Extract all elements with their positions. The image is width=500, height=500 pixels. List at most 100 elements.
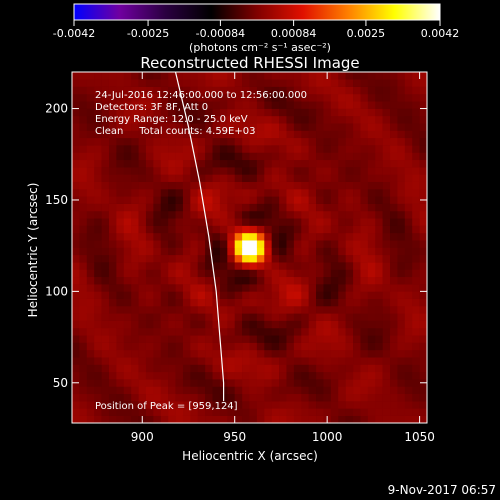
heatmap-cell xyxy=(182,276,191,285)
heatmap-cell xyxy=(390,225,398,234)
heatmap-cell xyxy=(360,137,369,146)
heatmap-cell xyxy=(308,335,317,343)
heatmap-cell xyxy=(338,101,346,109)
heatmap-cell xyxy=(175,101,184,109)
heatmap-cell xyxy=(397,123,406,131)
heatmap-cell xyxy=(419,145,427,153)
heatmap-cell xyxy=(338,196,346,204)
heatmap-cell xyxy=(219,210,228,219)
heatmap-cell xyxy=(308,203,317,212)
heatmap-cell xyxy=(212,393,221,402)
heatmap-cell xyxy=(360,379,369,387)
heatmap-cell xyxy=(131,320,139,329)
heatmap-cell xyxy=(330,284,339,292)
heatmap-cell xyxy=(279,93,287,102)
heatmap-cell xyxy=(168,306,176,314)
heatmap-cell xyxy=(308,86,317,95)
heatmap-cell xyxy=(79,276,88,285)
heatmap-cell xyxy=(397,291,406,299)
heatmap-cell xyxy=(412,130,420,139)
heatmap-cell xyxy=(249,313,258,321)
heatmap-cell xyxy=(293,115,302,124)
heatmap-cell xyxy=(138,276,147,285)
heatmap-cell xyxy=(264,371,272,380)
heatmap-cell xyxy=(94,415,102,423)
heatmap-cell xyxy=(227,218,236,226)
heatmap-cell xyxy=(72,342,80,351)
heatmap-cell xyxy=(145,218,154,226)
heatmap-cell xyxy=(264,79,272,87)
heatmap-cell xyxy=(212,167,221,175)
heatmap-cell xyxy=(279,137,287,146)
heatmap-cell xyxy=(160,262,169,270)
heatmap-cell xyxy=(182,79,191,87)
heatmap-cell xyxy=(412,349,420,358)
heatmap-cell xyxy=(286,320,295,329)
heatmap-cell xyxy=(412,313,420,321)
heatmap-cell xyxy=(79,349,88,358)
heatmap-cell xyxy=(264,379,272,387)
heatmap-cell xyxy=(390,247,398,256)
heatmap-cell xyxy=(153,349,162,358)
heatmap-cell xyxy=(271,306,280,314)
heatmap-cell xyxy=(323,210,332,219)
heatmap-cell xyxy=(72,203,80,212)
heatmap-cell xyxy=(301,276,309,285)
heatmap-cell xyxy=(138,232,147,241)
heatmap-cell xyxy=(168,364,176,373)
heatmap-cell xyxy=(249,342,258,351)
heatmap-cell xyxy=(160,189,169,197)
heatmap-cell xyxy=(175,72,184,80)
heatmap-cell xyxy=(190,189,199,197)
heatmap-cell xyxy=(286,203,295,212)
heatmap-cell xyxy=(308,408,317,416)
heatmap-cell xyxy=(153,232,162,241)
heatmap-cell xyxy=(205,415,213,423)
heatmap-cell xyxy=(234,240,243,248)
heatmap-cell xyxy=(330,269,339,278)
heatmap-cell xyxy=(153,101,162,109)
heatmap-cell xyxy=(234,101,243,109)
heatmap-cell xyxy=(264,86,272,95)
heatmap-cell xyxy=(101,79,110,87)
heatmap-cell xyxy=(116,357,125,365)
heatmap-cell xyxy=(205,137,213,146)
heatmap-cell xyxy=(264,291,272,299)
info-line-energy: Energy Range: 12.0 - 25.0 keV xyxy=(95,114,248,125)
heatmap-cell xyxy=(419,174,427,182)
heatmap-cell xyxy=(175,167,184,175)
heatmap-cell xyxy=(197,210,206,219)
heatmap-cell xyxy=(205,269,213,278)
heatmap-cell xyxy=(367,137,376,146)
heatmap-cell xyxy=(116,269,125,278)
heatmap-cell xyxy=(108,86,117,95)
heatmap-cell xyxy=(419,327,427,336)
heatmap-cell xyxy=(72,86,80,95)
heatmap-cell xyxy=(323,196,332,204)
heatmap-cell xyxy=(116,313,125,321)
heatmap-cell xyxy=(256,379,265,387)
heatmap-cell xyxy=(316,123,324,131)
heatmap-cell xyxy=(249,306,258,314)
heatmap-cell xyxy=(190,79,199,87)
heatmap-cell xyxy=(219,123,228,131)
heatmap-cell xyxy=(404,145,413,153)
heatmap-cell xyxy=(212,159,221,168)
heatmap-cell xyxy=(345,210,354,219)
heatmap-cell xyxy=(353,210,361,219)
heatmap-cell xyxy=(323,152,332,161)
heatmap-cell xyxy=(382,203,391,212)
heatmap-cell xyxy=(153,393,162,402)
heatmap-cell xyxy=(360,357,369,365)
heatmap-cell xyxy=(353,379,361,387)
heatmap-cell xyxy=(116,291,125,299)
heatmap-cell xyxy=(338,167,346,175)
heatmap-cell xyxy=(190,174,199,182)
heatmap-cell xyxy=(219,342,228,351)
heatmap-cell xyxy=(101,137,110,146)
heatmap-cell xyxy=(286,130,295,139)
heatmap-cell xyxy=(153,189,162,197)
heatmap-cell xyxy=(316,218,324,226)
heatmap-cell xyxy=(404,269,413,278)
heatmap-cell xyxy=(227,167,236,175)
